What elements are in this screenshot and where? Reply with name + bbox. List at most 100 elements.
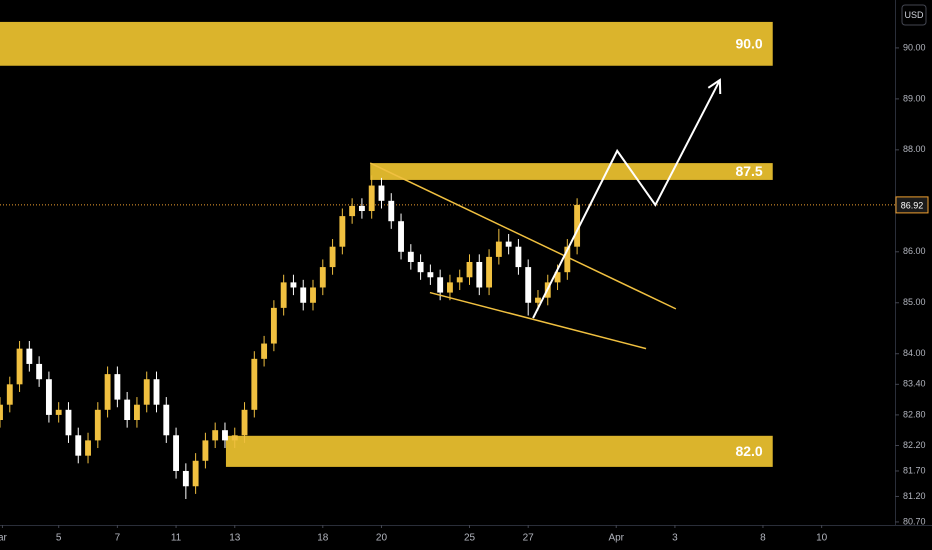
candle-body <box>36 363 43 380</box>
zone-label: 90.0 <box>735 36 762 52</box>
candle-body <box>466 261 473 278</box>
trendline <box>369 162 677 310</box>
y-tick-label: 89.00 <box>903 93 926 103</box>
y-tick-label: 82.20 <box>903 440 926 450</box>
candle-body <box>75 435 82 456</box>
candle-body <box>505 241 512 247</box>
candle-body <box>65 409 72 436</box>
x-tick-label: 10 <box>816 533 828 544</box>
candle-body <box>114 374 121 400</box>
candle-body <box>574 204 581 247</box>
candle-body <box>202 440 209 461</box>
trendline <box>429 291 647 350</box>
x-tick-label: 7 <box>115 533 121 544</box>
candle-body <box>329 246 336 268</box>
candle-body <box>261 343 268 359</box>
currency-box[interactable] <box>901 4 927 26</box>
y-tick-label: 84.00 <box>903 348 926 358</box>
candle-body <box>525 267 532 303</box>
candle-body <box>104 374 111 410</box>
candle-body <box>358 205 365 212</box>
candle-body <box>212 430 219 441</box>
candle-body <box>515 246 522 268</box>
y-tick-label: 90.00 <box>903 42 926 52</box>
x-tick-label: Apr <box>608 533 624 544</box>
candle-body <box>45 379 52 415</box>
candle-body <box>339 216 346 247</box>
candle-body <box>94 409 101 441</box>
zone <box>225 435 773 467</box>
candle-body <box>368 185 375 212</box>
arrow-head <box>707 78 722 95</box>
candle-body <box>192 460 199 487</box>
candle-body <box>55 409 62 415</box>
candle-body <box>437 277 444 293</box>
candle-body <box>241 409 248 436</box>
y-tick-label: 83.40 <box>903 379 926 389</box>
candle-body <box>476 261 483 288</box>
candle-body <box>407 251 414 262</box>
candle-body <box>134 404 140 420</box>
zone-label: 82.0 <box>735 443 762 459</box>
candle-body <box>182 470 189 487</box>
y-tick-label: 81.70 <box>903 465 926 475</box>
x-tick-label: 8 <box>760 533 766 544</box>
x-tick-label: 20 <box>376 533 388 544</box>
candle-body <box>85 440 91 456</box>
candle-body <box>427 272 434 278</box>
x-tick-label: 13 <box>229 533 241 544</box>
candle-body <box>6 384 13 405</box>
candle-body <box>447 282 453 293</box>
y-tick-label: 80.70 <box>903 516 926 526</box>
candle-body <box>319 267 326 288</box>
candle-body <box>417 261 424 273</box>
y-tick-label: 82.80 <box>903 409 926 419</box>
x-tick-label: 5 <box>56 533 62 544</box>
candle-body <box>153 379 160 405</box>
y-tick-label: 85.00 <box>903 297 926 307</box>
candle-body <box>456 277 463 283</box>
y-tick-label: 88.00 <box>903 144 926 154</box>
candle-body <box>251 358 258 410</box>
last-price-box <box>895 196 929 214</box>
candle-body <box>143 379 150 405</box>
last-price-label: 86.92 <box>901 200 924 210</box>
zone <box>370 163 773 180</box>
candle-body <box>163 404 170 436</box>
candle-body <box>310 287 316 303</box>
candle-body <box>398 221 404 252</box>
x-tick-label: 18 <box>317 533 329 544</box>
candle-body <box>388 200 395 222</box>
candle-body <box>564 246 571 273</box>
zone <box>0 21 773 66</box>
candle-body <box>378 185 385 201</box>
candle-body <box>222 430 228 441</box>
candle-body <box>535 297 541 303</box>
y-tick-label: 81.20 <box>903 491 926 501</box>
x-tick-label: ar <box>0 533 8 544</box>
x-tick-label: 3 <box>672 533 678 544</box>
x-tick-label: 25 <box>464 533 476 544</box>
candle-body <box>300 287 307 303</box>
candle-body <box>16 348 23 385</box>
candle-body <box>0 404 3 420</box>
candle-body <box>26 348 33 364</box>
x-tick-label: 27 <box>523 533 535 544</box>
candle-body <box>124 399 131 420</box>
candle-body <box>280 282 287 308</box>
candle-body <box>231 435 238 441</box>
zone-label: 87.5 <box>735 163 762 179</box>
candle-body <box>349 205 356 217</box>
candle-body <box>486 256 493 288</box>
candle-body <box>290 282 297 288</box>
candle-body <box>173 435 179 471</box>
x-tick-label: 11 <box>171 533 182 544</box>
candle-body <box>270 307 277 344</box>
candle-body <box>495 241 502 257</box>
y-tick-label: 86.00 <box>903 246 926 256</box>
currency: USD <box>904 10 924 20</box>
projection-path <box>532 79 721 319</box>
